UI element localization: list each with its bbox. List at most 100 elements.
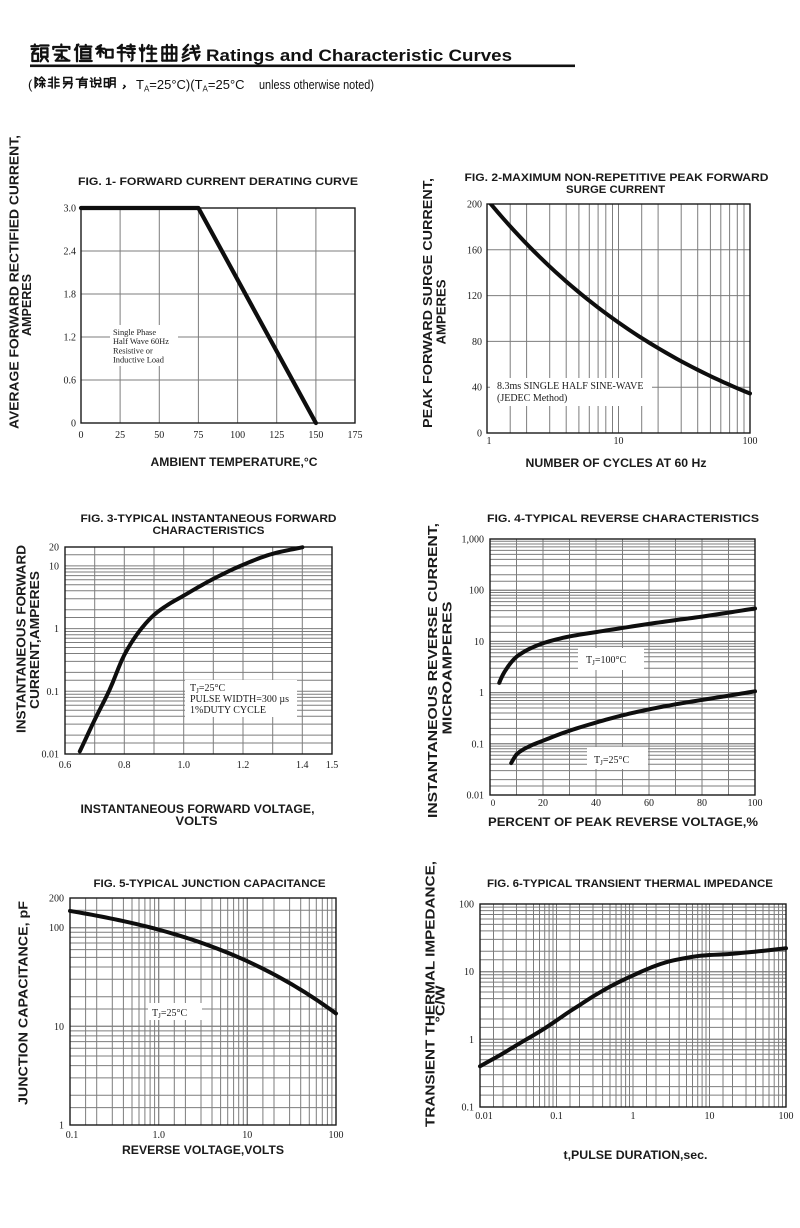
svg-text:PEAK FORWARD SURGE CURRENT,: PEAK FORWARD SURGE CURRENT,: [420, 178, 435, 428]
svg-text:8.3ms SINGLE HALF SINE-WAVE: 8.3ms SINGLE HALF SINE-WAVE: [497, 381, 643, 392]
svg-text:1: 1: [59, 1121, 64, 1132]
svg-text:80: 80: [697, 798, 707, 809]
svg-text:(JEDEC Method): (JEDEC Method): [497, 393, 567, 404]
svg-text:100: 100: [743, 436, 758, 447]
svg-text:Ratings and Characteristic Cur: Ratings and Characteristic Curves: [206, 46, 512, 65]
svg-text:80: 80: [472, 337, 482, 348]
svg-text:PERCENT OF PEAK REVERSE VOLTAG: PERCENT OF PEAK REVERSE VOLTAGE,%: [488, 815, 758, 829]
svg-text:1.2: 1.2: [64, 333, 77, 344]
svg-text:10: 10: [474, 637, 484, 648]
svg-text:TJ=25°C: TJ=25°C: [594, 755, 629, 767]
svg-text:Half Wave 60Hz: Half Wave 60Hz: [113, 337, 169, 346]
svg-text:1.5: 1.5: [326, 760, 339, 771]
svg-text:0: 0: [491, 798, 496, 808]
svg-text:1: 1: [487, 436, 492, 447]
svg-text:150: 150: [308, 430, 323, 441]
svg-text:1.0: 1.0: [177, 760, 190, 771]
svg-text:TJ=100°C: TJ=100°C: [586, 655, 626, 667]
svg-text:60: 60: [644, 798, 654, 809]
svg-text:0.6: 0.6: [64, 376, 77, 387]
svg-text:1.8: 1.8: [64, 290, 77, 301]
svg-text:FIG. 5-TYPICAL JUNCTION CAPACI: FIG. 5-TYPICAL JUNCTION CAPACITANCE: [94, 878, 326, 890]
svg-text:0.1: 0.1: [462, 1103, 475, 1114]
svg-text:1: 1: [469, 1035, 474, 1046]
svg-text:1,000: 1,000: [462, 535, 485, 546]
svg-text:TRANSIENT THERMAL IMPEDANCE,: TRANSIENT THERMAL IMPEDANCE,: [423, 861, 438, 1127]
svg-text:25: 25: [115, 430, 125, 441]
svg-text:100: 100: [779, 1111, 794, 1122]
svg-text:VOLTS: VOLTS: [176, 814, 218, 828]
svg-text:t,PULSE DURATION,sec.: t,PULSE DURATION,sec.: [564, 1148, 708, 1162]
svg-text:°C/W: °C/W: [433, 985, 448, 1023]
svg-text:100: 100: [459, 900, 474, 911]
svg-text:1.4: 1.4: [296, 760, 309, 771]
svg-text:40: 40: [472, 383, 482, 394]
svg-text:FIG. 3-TYPICAL INSTANTANEOUS F: FIG. 3-TYPICAL INSTANTANEOUS FORWARD: [81, 513, 337, 525]
svg-text:FIG. 6-TYPICAL TRANSIENT THERM: FIG. 6-TYPICAL TRANSIENT THERMAL IMPEDAN…: [487, 878, 773, 890]
svg-text:40: 40: [591, 798, 601, 809]
svg-text:(: (: [28, 77, 33, 92]
svg-text:SURGE CURRENT: SURGE CURRENT: [566, 184, 665, 196]
svg-text:FIG. 1- FORWARD CURRENT DERATI: FIG. 1- FORWARD CURRENT DERATING CURVE: [78, 176, 358, 188]
svg-text:3.0: 3.0: [64, 204, 77, 215]
svg-text:INSTANTANEOUS REVERSE CURRENT,: INSTANTANEOUS REVERSE CURRENT,: [425, 523, 440, 818]
svg-text:20: 20: [538, 798, 548, 809]
svg-text:160: 160: [467, 245, 482, 256]
svg-text:unless otherwise noted): unless otherwise noted): [259, 78, 374, 92]
svg-text:AMPERES: AMPERES: [434, 279, 449, 344]
svg-text:1%DUTY CYCLE: 1%DUTY CYCLE: [190, 705, 266, 716]
svg-text:0.01: 0.01: [467, 791, 485, 802]
svg-text:0.6: 0.6: [59, 760, 72, 771]
svg-text:FIG. 4-TYPICAL REVERSE CHARACT: FIG. 4-TYPICAL REVERSE CHARACTERISTICS: [487, 513, 759, 525]
svg-text:PULSE WIDTH=300 µs: PULSE WIDTH=300 µs: [190, 694, 289, 705]
svg-text:0: 0: [71, 419, 76, 430]
svg-text:0: 0: [477, 429, 482, 440]
svg-text:200: 200: [49, 894, 64, 905]
svg-text:1.2: 1.2: [237, 760, 250, 771]
svg-text:NUMBER OF CYCLES AT 60 Hz: NUMBER OF CYCLES AT 60 Hz: [526, 456, 707, 470]
svg-text:10: 10: [705, 1111, 715, 1122]
svg-text:0.1: 0.1: [472, 739, 485, 750]
svg-text:CHARACTERISTICS: CHARACTERISTICS: [153, 525, 265, 537]
svg-text:0.1: 0.1: [66, 1130, 79, 1141]
svg-text:0.1: 0.1: [550, 1111, 563, 1122]
svg-text:CURRENT,AMPERES: CURRENT,AMPERES: [27, 571, 42, 709]
svg-text:75: 75: [193, 430, 203, 441]
svg-text:10: 10: [242, 1130, 252, 1141]
svg-text:175: 175: [348, 430, 363, 441]
svg-text:125: 125: [269, 430, 284, 441]
svg-text:TA=25°C)(TA=25°C: TA=25°C)(TA=25°C: [136, 77, 245, 94]
svg-text:1: 1: [631, 1111, 636, 1122]
svg-text:100: 100: [469, 586, 484, 597]
svg-text:AVERAGE FORWARD RECTIFIED CURR: AVERAGE FORWARD RECTIFIED CURRENT,: [7, 135, 22, 429]
svg-text:JUNCTION CAPACITANCE, pF: JUNCTION CAPACITANCE, pF: [16, 901, 31, 1105]
svg-text:10: 10: [614, 436, 624, 447]
svg-text:100: 100: [49, 923, 64, 934]
svg-text:Inductive Load: Inductive Load: [113, 356, 165, 365]
svg-text:AMPERES: AMPERES: [19, 274, 34, 336]
svg-text:10: 10: [54, 1022, 64, 1033]
svg-text:FIG. 2-MAXIMUM NON-REPETITIVE: FIG. 2-MAXIMUM NON-REPETITIVE PEAK FORWA…: [465, 172, 769, 184]
svg-text:TJ=25°C: TJ=25°C: [152, 1008, 187, 1020]
svg-text:0.01: 0.01: [475, 1111, 493, 1122]
svg-text:20: 20: [49, 543, 59, 554]
svg-text:INSTANTANEOUS FORWARD: INSTANTANEOUS FORWARD: [14, 545, 29, 733]
svg-text:50: 50: [154, 430, 164, 441]
svg-text:0.8: 0.8: [118, 760, 131, 771]
svg-text:0.1: 0.1: [47, 687, 60, 698]
svg-text:0: 0: [79, 430, 84, 441]
svg-text:REVERSE VOLTAGE,VOLTS: REVERSE VOLTAGE,VOLTS: [122, 1143, 284, 1157]
svg-text:100: 100: [230, 430, 245, 441]
svg-text:1.0: 1.0: [152, 1130, 165, 1141]
svg-text:2.4: 2.4: [64, 247, 77, 258]
svg-text:100: 100: [329, 1130, 344, 1141]
svg-text:1: 1: [479, 688, 484, 699]
svg-text:120: 120: [467, 291, 482, 302]
svg-text:AMBIENT TEMPERATURE,°C: AMBIENT TEMPERATURE,°C: [151, 455, 318, 469]
svg-text:INSTANTANEOUS FORWARD VOLTAGE,: INSTANTANEOUS FORWARD VOLTAGE,: [81, 802, 315, 816]
svg-text:10: 10: [49, 561, 59, 572]
svg-text:10: 10: [464, 967, 474, 978]
svg-text:100: 100: [748, 798, 763, 809]
svg-text:Single Phase: Single Phase: [113, 328, 156, 337]
svg-text:TJ=25°C: TJ=25°C: [190, 683, 225, 695]
